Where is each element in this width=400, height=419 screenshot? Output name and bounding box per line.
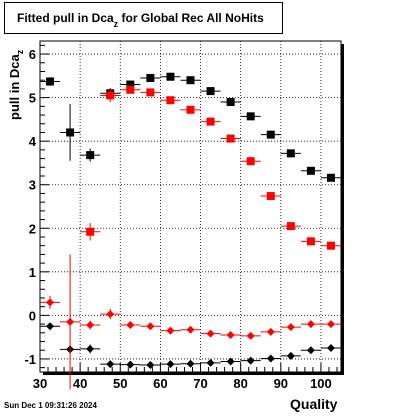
series-0-point-1 (66, 128, 75, 137)
y-tick-label-4: 3 (29, 178, 36, 193)
series-0-point-10 (246, 112, 255, 121)
series-2-point-2 (86, 344, 95, 353)
y-axis-label-subscript: z (15, 49, 25, 55)
chart-title-subscript: z (113, 19, 119, 29)
series-3-point-4 (126, 320, 135, 329)
x-tick-label-6: 90 (274, 376, 288, 391)
series-1-point-1 (106, 91, 115, 100)
series-3-point-7 (186, 325, 195, 334)
series-0-point-13 (306, 166, 315, 175)
x-tick-label-5: 80 (233, 376, 247, 391)
series-3-point-14 (326, 320, 335, 329)
y-tick-label-5: 4 (29, 134, 37, 149)
y-tick-label-2: 1 (29, 265, 36, 280)
series-1-point-8 (246, 157, 255, 166)
series-0-point-11 (266, 130, 275, 139)
chart-title-main: Fitted pull in Dca (17, 11, 114, 25)
series-3-point-5 (146, 322, 155, 331)
series-0-point-9 (226, 97, 235, 106)
series-1-point-2 (126, 85, 135, 94)
series-2-point-0 (46, 322, 55, 331)
series-2-point-12 (286, 351, 295, 360)
y-tick-label-0: -1 (24, 352, 36, 367)
y-axis-label: pull in Dcaz (4, 50, 25, 240)
series-3-point-0 (46, 298, 55, 307)
series-2-point-6 (166, 360, 175, 369)
x-tick-label-1: 40 (73, 376, 87, 391)
x-tick-label-2: 50 (113, 376, 127, 391)
series-1-point-10 (286, 222, 295, 231)
series-3-point-11 (266, 327, 275, 336)
series-2-point-3 (106, 360, 115, 369)
timestamp-footer: Sun Dec 1 09:31:26 2024 (4, 401, 97, 410)
series-2-point-11 (266, 354, 275, 363)
x-tick-label-4: 70 (193, 376, 207, 391)
series-1-point-5 (186, 105, 195, 114)
series-3-point-9 (226, 330, 235, 339)
title-box: Fitted pull in Dcaz for Global Rec All N… (4, 2, 283, 34)
series-2-point-13 (306, 346, 315, 355)
series-3-point-1 (66, 317, 75, 326)
series-1-point-9 (266, 192, 275, 201)
series-0-point-7 (186, 76, 195, 85)
series-1-point-7 (226, 134, 235, 143)
series-2-point-14 (326, 344, 335, 353)
series-0-point-8 (206, 87, 215, 96)
series-0-point-6 (166, 72, 175, 81)
series-0-point-4 (126, 80, 135, 89)
series-2-point-9 (226, 357, 235, 366)
series-2-point-10 (246, 356, 255, 365)
y-tick-label-1: 0 (29, 308, 36, 323)
y-tick-label-3: 2 (29, 221, 36, 236)
chart-title: Fitted pull in Dcaz for Global Rec All N… (17, 11, 264, 29)
chart-title-suffix: for Global Rec All NoHits (118, 11, 264, 25)
series-0-point-0 (46, 77, 55, 86)
series-1-point-12 (326, 241, 335, 250)
series-0-point-12 (286, 149, 295, 158)
series-1-point-11 (306, 237, 315, 246)
series-3-point-2 (86, 320, 95, 329)
series-2-point-4 (126, 360, 135, 369)
series-2-point-7 (186, 359, 195, 368)
series-3-point-10 (246, 331, 255, 340)
x-axis-label: Quality (290, 396, 338, 412)
series-0-point-2 (86, 151, 95, 160)
series-3-point-13 (306, 320, 315, 329)
x-tick-label-7: 100 (310, 376, 332, 391)
series-1-point-3 (146, 88, 155, 97)
series-1-point-4 (166, 96, 175, 105)
series-0-point-5 (146, 74, 155, 83)
y-tick-label-6: 5 (29, 91, 36, 106)
series-1-point-0 (86, 227, 95, 236)
series-0-point-14 (326, 173, 335, 182)
series-3-point-3 (106, 310, 115, 319)
series-3-point-8 (206, 329, 215, 338)
series-1-point-6 (206, 117, 215, 126)
plot-frame (39, 40, 342, 373)
x-tick-label-0: 30 (33, 376, 47, 391)
series-3-point-12 (286, 323, 295, 332)
y-tick-label-7: 6 (29, 47, 36, 62)
x-tick-label-3: 60 (153, 376, 167, 391)
series-2-point-5 (146, 361, 155, 370)
series-3-point-6 (166, 326, 175, 335)
y-axis-label-main: pull in Dca (7, 54, 22, 120)
series-2-point-8 (206, 358, 215, 367)
